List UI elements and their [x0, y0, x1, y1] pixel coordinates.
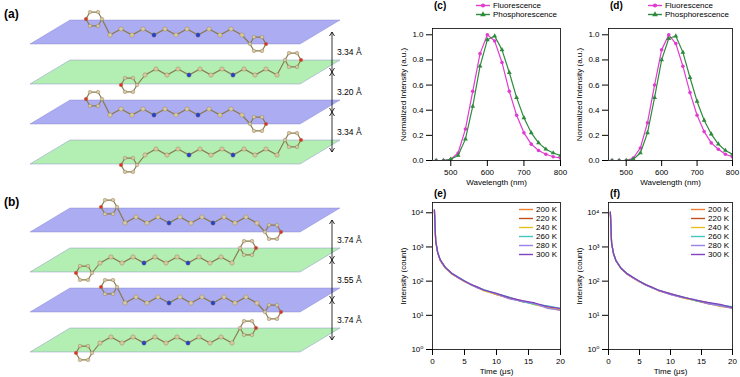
- svg-text:(a): (a): [4, 7, 19, 21]
- html-text:240 K: 240 K: [536, 223, 557, 232]
- svg-text:20: 20: [556, 357, 565, 366]
- svg-text:10⁰: 10⁰: [411, 345, 423, 354]
- svg-text:0.8: 0.8: [588, 55, 600, 64]
- svg-text:5: 5: [462, 357, 467, 366]
- svg-text:(b): (b): [4, 195, 19, 209]
- html-text:Phosphorescence: Phosphorescence: [493, 10, 557, 19]
- html-text:Fluorescence: Fluorescence: [665, 1, 713, 10]
- svg-text:1.0: 1.0: [588, 30, 600, 39]
- svg-text:3.34 Å: 3.34 Å: [337, 47, 362, 57]
- svg-text:0.8: 0.8: [412, 55, 424, 64]
- svg-text:10: 10: [666, 357, 675, 366]
- html-text:200 K: 200 K: [536, 205, 557, 214]
- svg-text:800: 800: [554, 168, 568, 177]
- svg-text:Intensity (count): Intensity (count): [399, 247, 408, 304]
- svg-text:3.74 Å: 3.74 Å: [337, 235, 362, 245]
- svg-text:0.4: 0.4: [412, 106, 424, 115]
- html-text:Fluorescence: Fluorescence: [493, 1, 541, 10]
- svg-text:Normalized Intensity (a.u.): Normalized Intensity (a.u.): [575, 47, 584, 141]
- svg-text:500: 500: [444, 168, 458, 177]
- svg-text:500: 500: [620, 168, 634, 177]
- svg-text:10³: 10³: [588, 243, 600, 252]
- html-text:280 K: 280 K: [708, 241, 729, 250]
- html-text:200 K: 200 K: [708, 205, 729, 214]
- svg-text:700: 700: [690, 168, 704, 177]
- svg-text:10³: 10³: [412, 243, 424, 252]
- svg-text:Time (μs): Time (μs): [654, 367, 688, 376]
- svg-text:0.6: 0.6: [588, 81, 600, 90]
- html-text:(e): (e): [434, 188, 447, 199]
- svg-text:Wavelength (nm): Wavelength (nm): [466, 178, 527, 187]
- svg-text:Wavelength (nm): Wavelength (nm): [640, 178, 701, 187]
- svg-text:0.6: 0.6: [412, 81, 424, 90]
- svg-text:0.0: 0.0: [588, 156, 600, 165]
- html-text:220 K: 220 K: [708, 214, 729, 223]
- svg-text:10²: 10²: [588, 277, 600, 286]
- svg-text:10¹: 10¹: [412, 311, 424, 320]
- svg-text:3.34 Å: 3.34 Å: [337, 127, 362, 137]
- svg-text:10: 10: [492, 357, 501, 366]
- svg-text:10¹: 10¹: [588, 311, 600, 320]
- html-text:(c): (c): [434, 0, 447, 11]
- html-text:(f): (f): [610, 188, 620, 199]
- svg-text:0.2: 0.2: [588, 131, 600, 140]
- svg-text:10⁰: 10⁰: [587, 345, 599, 354]
- svg-text:3.74 Å: 3.74 Å: [337, 315, 362, 325]
- html-text:260 K: 260 K: [536, 232, 557, 241]
- svg-text:10²: 10²: [412, 277, 424, 286]
- svg-text:600: 600: [481, 168, 495, 177]
- svg-text:0: 0: [606, 357, 611, 366]
- svg-text:15: 15: [697, 357, 706, 366]
- svg-text:Intensity (count): Intensity (count): [575, 247, 584, 304]
- html-text:300 K: 300 K: [708, 250, 729, 259]
- html-text:(d): (d): [610, 0, 623, 11]
- svg-text:Time (μs): Time (μs): [480, 367, 514, 376]
- svg-text:Normalized Intensity (a.u.): Normalized Intensity (a.u.): [399, 47, 408, 141]
- html-text:240 K: 240 K: [708, 223, 729, 232]
- svg-text:0.0: 0.0: [412, 156, 424, 165]
- svg-text:3.20 Å: 3.20 Å: [337, 87, 362, 97]
- svg-text:10⁴: 10⁴: [411, 208, 424, 217]
- svg-text:10⁴: 10⁴: [587, 208, 600, 217]
- svg-text:1.0: 1.0: [412, 30, 424, 39]
- html-text:300 K: 300 K: [536, 250, 557, 259]
- html-text:220 K: 220 K: [536, 214, 557, 223]
- svg-text:15: 15: [524, 357, 533, 366]
- svg-text:3.55 Å: 3.55 Å: [337, 275, 362, 285]
- svg-text:5: 5: [637, 357, 642, 366]
- svg-text:0.4: 0.4: [588, 106, 600, 115]
- svg-text:0: 0: [430, 357, 435, 366]
- svg-text:800: 800: [726, 168, 740, 177]
- html-text:280 K: 280 K: [536, 241, 557, 250]
- svg-text:0.2: 0.2: [412, 131, 424, 140]
- svg-text:700: 700: [517, 168, 531, 177]
- svg-text:20: 20: [728, 357, 737, 366]
- svg-text:600: 600: [655, 168, 669, 177]
- html-text:Phosphorescence: Phosphorescence: [665, 10, 729, 19]
- html-text:260 K: 260 K: [708, 232, 729, 241]
